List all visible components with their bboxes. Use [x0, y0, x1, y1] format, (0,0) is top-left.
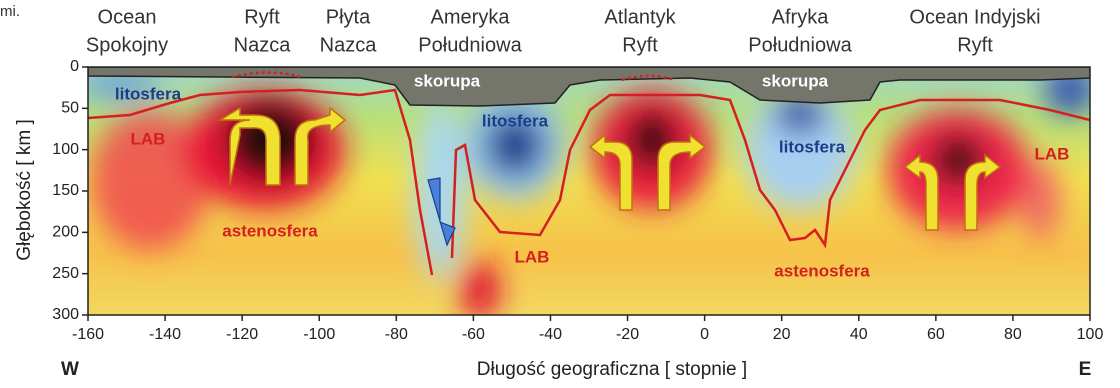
region-label: Ocean Indyjski: [909, 6, 1040, 28]
x-tick-label: 100: [1077, 326, 1104, 343]
x-tick-label: 60: [927, 326, 945, 343]
x-tick-label: -80: [385, 326, 408, 343]
region-label: Atlantyk: [604, 6, 676, 28]
annotation: LAB: [1035, 144, 1070, 163]
west-label: W: [61, 359, 79, 380]
y-tick-label: 0: [70, 58, 79, 75]
x-tick-label: -20: [616, 326, 639, 343]
y-tick-label: 250: [52, 265, 79, 282]
y-tick-label: 200: [52, 224, 79, 241]
y-tick-label: 100: [52, 141, 79, 158]
y-tick-label: 50: [61, 100, 79, 117]
x-tick-label: 80: [1004, 326, 1022, 343]
x-tick-label: -40: [539, 326, 562, 343]
region-label: Spokojny: [86, 34, 168, 56]
annotation: LAB: [515, 247, 550, 266]
x-tick-label: 0: [700, 326, 709, 343]
x-tick-label: -140: [149, 326, 181, 343]
annotation: astenosfera: [774, 261, 870, 280]
east-label: E: [1079, 359, 1092, 380]
annotation: astenosfera: [222, 221, 318, 240]
region-label: Afryka: [772, 6, 830, 28]
figure: mi.: [0, 0, 1120, 383]
region-label: Ocean: [98, 6, 157, 28]
region-label: Nazca: [234, 34, 292, 56]
annotation: LAB: [131, 129, 166, 148]
y-tick-label: 150: [52, 182, 79, 199]
y-tick-label: 300: [52, 306, 79, 323]
annotation: skorupa: [762, 71, 829, 90]
caption-fragment: mi.: [0, 3, 20, 20]
y-axis-label: Głębokość [ km ]: [14, 119, 35, 261]
region-label: Ryft: [244, 6, 280, 28]
x-tick-label: -120: [226, 326, 258, 343]
region-label: Płyta: [326, 6, 371, 28]
region-label: Południowa: [748, 34, 852, 56]
annotation: litosfera: [115, 84, 182, 103]
x-tick-label: 20: [773, 326, 791, 343]
x-tick-label: -60: [462, 326, 485, 343]
x-tick-label: -160: [72, 326, 104, 343]
region-label: Południowa: [418, 34, 522, 56]
annotation: litosfera: [482, 111, 549, 130]
region-label: Ryft: [957, 34, 993, 56]
tomography: litosfera LAB astenosfera skorupa litosf…: [80, 65, 1095, 320]
x-tick-label: 40: [850, 326, 868, 343]
region-label: Ameryka: [431, 6, 511, 28]
region-label: Ryft: [622, 34, 658, 56]
region-label: Nazca: [320, 34, 378, 56]
annotation: skorupa: [414, 71, 481, 90]
x-tick-label: -100: [303, 326, 335, 343]
annotation: litosfera: [779, 137, 846, 156]
x-axis-label: Długość geograficzna [ stopnie ]: [477, 359, 747, 380]
